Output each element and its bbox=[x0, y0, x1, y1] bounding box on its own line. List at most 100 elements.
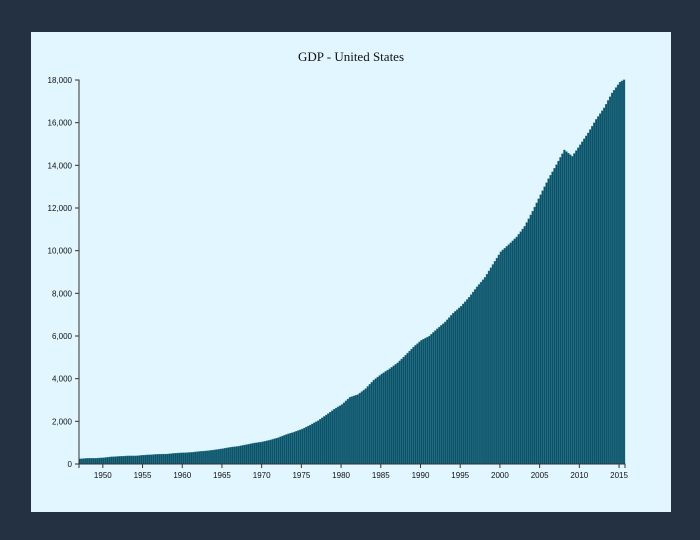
gdp-bar[interactable] bbox=[390, 367, 393, 465]
gdp-bar[interactable] bbox=[402, 356, 405, 465]
gdp-bar[interactable] bbox=[595, 119, 598, 465]
gdp-bar[interactable] bbox=[209, 450, 213, 465]
gdp-bar[interactable] bbox=[164, 453, 167, 465]
gdp-bar[interactable] bbox=[464, 301, 467, 465]
gdp-bar[interactable] bbox=[235, 446, 239, 465]
gdp-bar[interactable] bbox=[118, 456, 121, 465]
gdp-bar[interactable] bbox=[469, 294, 473, 465]
gdp-bar[interactable] bbox=[493, 261, 497, 465]
gdp-bar[interactable] bbox=[362, 389, 366, 465]
gdp-bar[interactable] bbox=[263, 441, 266, 465]
gdp-bar[interactable] bbox=[531, 210, 534, 465]
gdp-bar[interactable] bbox=[414, 345, 417, 465]
gdp-bar[interactable] bbox=[160, 453, 163, 465]
gdp-bar[interactable] bbox=[313, 422, 316, 465]
gdp-bar[interactable] bbox=[569, 154, 572, 465]
gdp-bar[interactable] bbox=[479, 281, 483, 465]
gdp-bar[interactable] bbox=[279, 436, 282, 465]
gdp-bar[interactable] bbox=[398, 360, 401, 465]
gdp-bar[interactable] bbox=[213, 449, 217, 465]
gdp-bar[interactable] bbox=[178, 452, 181, 465]
gdp-bar[interactable] bbox=[311, 423, 314, 465]
gdp-bar[interactable] bbox=[334, 407, 338, 465]
gdp-bar[interactable] bbox=[620, 80, 624, 465]
gdp-bar[interactable] bbox=[108, 456, 111, 465]
gdp-bar[interactable] bbox=[448, 317, 451, 465]
gdp-bar[interactable] bbox=[386, 369, 389, 465]
gdp-bar[interactable] bbox=[205, 450, 209, 465]
gdp-bar[interactable] bbox=[577, 147, 580, 465]
gdp-bar[interactable] bbox=[491, 264, 495, 465]
gdp-bar[interactable] bbox=[505, 246, 509, 465]
gdp-bar[interactable] bbox=[489, 267, 493, 465]
gdp-bar[interactable] bbox=[374, 378, 377, 465]
gdp-bar[interactable] bbox=[338, 405, 342, 465]
gdp-bar[interactable] bbox=[197, 451, 201, 465]
gdp-bar[interactable] bbox=[521, 228, 524, 465]
gdp-bar[interactable] bbox=[229, 447, 233, 465]
gdp-bar[interactable] bbox=[547, 178, 550, 465]
gdp-bar[interactable] bbox=[114, 456, 117, 465]
gdp-bar[interactable] bbox=[537, 198, 540, 465]
gdp-bar[interactable] bbox=[585, 135, 588, 465]
gdp-bar[interactable] bbox=[233, 446, 237, 465]
gdp-bar[interactable] bbox=[190, 452, 193, 465]
gdp-bar[interactable] bbox=[251, 443, 254, 465]
gdp-bar[interactable] bbox=[203, 450, 207, 465]
gdp-bar[interactable] bbox=[539, 194, 542, 465]
gdp-bar[interactable] bbox=[426, 336, 429, 465]
gdp-bar[interactable] bbox=[501, 249, 505, 465]
gdp-bar[interactable] bbox=[618, 81, 622, 465]
gdp-bar[interactable] bbox=[444, 321, 447, 465]
gdp-bar[interactable] bbox=[336, 406, 340, 465]
gdp-bar[interactable] bbox=[388, 368, 391, 465]
gdp-bar[interactable] bbox=[255, 442, 258, 465]
gdp-bar[interactable] bbox=[174, 453, 177, 465]
gdp-bar[interactable] bbox=[356, 394, 360, 465]
gdp-bar[interactable] bbox=[297, 430, 300, 465]
gdp-bar[interactable] bbox=[497, 254, 501, 465]
gdp-bar[interactable] bbox=[201, 450, 205, 465]
gdp-bar[interactable] bbox=[176, 452, 179, 465]
gdp-bar[interactable] bbox=[467, 297, 471, 465]
gdp-bar[interactable] bbox=[511, 240, 514, 465]
gdp-bar[interactable] bbox=[267, 440, 270, 465]
gdp-bar[interactable] bbox=[456, 309, 459, 465]
gdp-bar[interactable] bbox=[513, 238, 516, 465]
gdp-bar[interactable] bbox=[86, 458, 90, 465]
gdp-bar[interactable] bbox=[434, 330, 437, 465]
gdp-bar[interactable] bbox=[277, 437, 280, 465]
gdp-bar[interactable] bbox=[442, 323, 445, 465]
gdp-bar[interactable] bbox=[436, 328, 439, 465]
gdp-bar[interactable] bbox=[428, 335, 431, 465]
gdp-bar[interactable] bbox=[271, 439, 274, 465]
gdp-bar[interactable] bbox=[128, 455, 131, 465]
gdp-bar[interactable] bbox=[553, 168, 556, 465]
gdp-bar[interactable] bbox=[221, 448, 225, 465]
gdp-bar[interactable] bbox=[380, 373, 383, 465]
gdp-bar[interactable] bbox=[438, 326, 441, 465]
gdp-bar[interactable] bbox=[102, 457, 105, 465]
gdp-bar[interactable] bbox=[269, 439, 272, 465]
gdp-bar[interactable] bbox=[287, 433, 290, 465]
gdp-bar[interactable] bbox=[523, 226, 526, 465]
gdp-bar[interactable] bbox=[487, 270, 491, 465]
gdp-bar[interactable] bbox=[557, 160, 560, 465]
gdp-bar[interactable] bbox=[418, 341, 421, 465]
gdp-bar[interactable] bbox=[90, 458, 94, 465]
gdp-bar[interactable] bbox=[110, 456, 113, 465]
gdp-bar[interactable] bbox=[406, 352, 409, 465]
gdp-bar[interactable] bbox=[301, 428, 304, 465]
gdp-bar[interactable] bbox=[257, 442, 260, 465]
gdp-bar[interactable] bbox=[98, 457, 102, 465]
gdp-bar[interactable] bbox=[559, 157, 562, 465]
gdp-bar[interactable] bbox=[138, 455, 141, 465]
gdp-bar[interactable] bbox=[253, 442, 256, 465]
gdp-bar[interactable] bbox=[446, 319, 449, 465]
gdp-bar[interactable] bbox=[567, 153, 570, 465]
gdp-bar[interactable] bbox=[440, 325, 443, 465]
gdp-bar[interactable] bbox=[382, 372, 385, 465]
gdp-bar[interactable] bbox=[462, 303, 465, 465]
gdp-bar[interactable] bbox=[450, 315, 453, 465]
gdp-bar[interactable] bbox=[376, 376, 379, 465]
